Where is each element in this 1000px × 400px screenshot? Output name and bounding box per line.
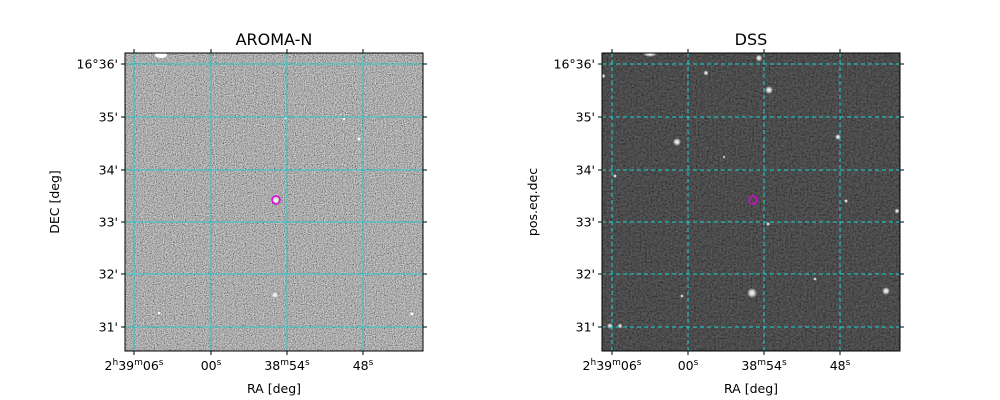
y-tick-label: 33' [576,215,595,230]
star [722,155,726,159]
panel-aroma-n: AROMA-N 16°36' 35' 34' 33' 32' 31' 2h39m06s 00s… [47,30,427,396]
x-tick-label: 2h39m06s [105,358,164,373]
y-tick-label: 32' [99,267,118,282]
x-axis-label: RA [deg] [247,381,301,396]
axes-frame [601,52,901,352]
stars [155,53,414,316]
star [673,138,681,146]
star [894,208,900,214]
panel-dss: DSS [525,30,904,396]
x-tick-label: 38m54s [264,358,310,373]
star [617,323,623,329]
panel-title: AROMA-N [236,30,313,49]
star [766,222,770,226]
y-tick-label: 16°36' [77,57,119,72]
x-tick-label: 00s [201,358,222,373]
star [272,292,278,298]
star [157,311,161,315]
star [613,174,617,178]
x-tick-label: 48s [830,358,851,373]
star [765,86,773,94]
image-noise [602,53,900,351]
y-tick-label: 31' [576,320,595,335]
star [747,288,757,298]
ticks: 16°36' 35' 34' 33' 32' 31' 2h39m06s 00s 38m54s 48… [77,49,427,373]
x-tick-label: 48s [353,358,374,373]
image-area [125,53,423,351]
image-area [602,53,900,351]
x-tick-label: 2h39m06s [583,358,642,373]
x-tick-label: 38m54s [741,358,787,373]
ticks: 16°36' 35' 34' 33' 32' 31' 2h39m06s 00s 38m54s 48… [554,49,904,373]
panel-title: DSS [735,30,768,49]
target-marker [748,195,758,205]
y-tick-label: 32' [576,267,595,282]
y-tick-label: 34' [576,163,595,178]
y-tick-label: 35' [576,110,595,125]
star [357,137,361,141]
coordinate-grid [602,53,900,351]
star [155,53,167,58]
y-axis-label: pos.eq.dec [525,168,540,236]
y-tick-label: 34' [99,163,118,178]
y-tick-label: 35' [99,110,118,125]
y-tick-label: 16°36' [554,57,596,72]
star [844,199,848,203]
star [703,70,709,76]
star [410,312,414,316]
axes-frame [124,52,424,352]
star [813,277,817,281]
y-axis-label: DEC [deg] [47,170,62,234]
star [643,53,657,57]
star [602,73,606,79]
y-tick-label: 33' [99,215,118,230]
x-tick-label: 00s [678,358,699,373]
target-marker [271,195,281,205]
star [272,196,280,204]
star [680,294,684,298]
coordinate-grid [125,53,423,351]
y-tick-label: 31' [99,320,118,335]
star [882,287,890,295]
star [755,54,763,62]
star [342,117,346,121]
x-axis-label: RA [deg] [724,381,778,396]
